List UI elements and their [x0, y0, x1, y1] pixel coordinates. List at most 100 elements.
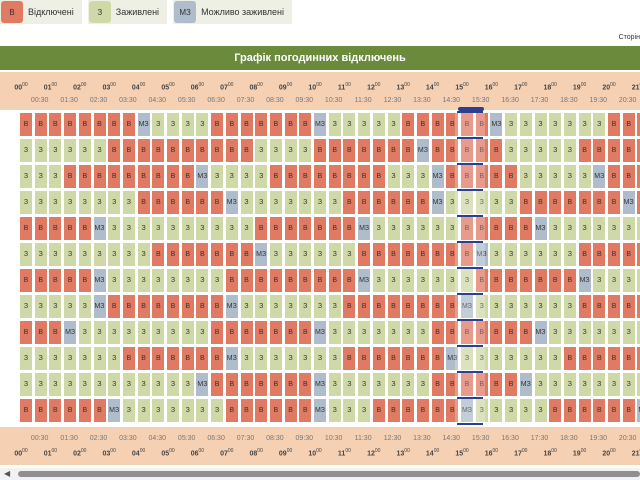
schedule-cell: В — [20, 113, 32, 136]
row-label — [0, 164, 18, 189]
half-hour-label: 07:30 — [236, 97, 255, 104]
schedule-cell: В — [431, 399, 444, 422]
schedule-cell: В — [20, 399, 32, 422]
scroll-left-arrow-icon[interactable]: ◀ — [4, 469, 11, 478]
schedule-cell: В — [402, 295, 415, 318]
schedule-cell: В — [299, 165, 312, 188]
schedule-cell: В — [446, 295, 459, 318]
schedule-cell: В — [563, 399, 576, 422]
half-hour-label: 08:30 — [266, 435, 284, 442]
schedule-cell: З — [137, 373, 150, 396]
schedule-cell: З — [269, 295, 282, 318]
schedule-cell: З — [402, 321, 415, 344]
schedule-cell: В — [416, 113, 429, 136]
schedule-cell: В — [519, 269, 532, 292]
schedule-cell: В — [431, 295, 444, 318]
schedule-cell: В — [416, 191, 429, 214]
half-hour-label: 04:30 — [148, 97, 167, 104]
schedule-cell: В — [416, 399, 429, 422]
schedule-cell: В — [416, 243, 429, 266]
schedule-cell: В — [343, 191, 356, 214]
schedule-cell: В — [519, 191, 532, 214]
schedule-cell: В — [20, 217, 32, 240]
schedule-cell: З — [196, 399, 209, 422]
schedule-cell: В — [64, 217, 77, 240]
schedule-cell: В — [167, 347, 179, 370]
schedule-cell: В — [343, 295, 356, 318]
schedule-cell: З — [49, 191, 62, 214]
half-hour-label: 12:30 — [383, 435, 402, 442]
hour-label: 0300 — [102, 82, 116, 92]
schedule-cell: В — [637, 113, 640, 136]
schedule-cell: З — [578, 373, 591, 396]
schedule-cell: В — [593, 243, 606, 266]
schedule-cell: З — [622, 217, 635, 240]
schedule-cell: В — [578, 399, 591, 422]
schedule-cell: В — [608, 243, 620, 266]
scrollbar-thumb[interactable] — [18, 471, 640, 477]
schedule-cell: З — [328, 373, 341, 396]
schedule-cell: З — [108, 347, 121, 370]
schedule-cell: З — [519, 139, 532, 162]
half-hour-label: 13:30 — [413, 97, 431, 104]
hour-label: 1900 — [572, 448, 587, 458]
half-hour-label: 03:30 — [119, 435, 137, 442]
schedule-cell: З — [167, 217, 179, 240]
schedule-cell: З — [343, 113, 356, 136]
schedule-cell: З — [181, 113, 194, 136]
half-hour-label: 16:30 — [501, 435, 519, 442]
hour-label: 0000 — [14, 82, 28, 92]
schedule-cell: З — [34, 165, 47, 188]
schedule-cell: З — [402, 269, 415, 292]
schedule-cell: В — [387, 139, 400, 162]
schedule-cell: В — [358, 295, 371, 318]
horizontal-scrollbar[interactable]: ◀ — [0, 468, 640, 480]
schedule-cell: В — [461, 139, 473, 162]
hour-label: 0700 — [220, 448, 234, 458]
schedule-cell: З — [314, 347, 326, 370]
schedule-cell: З — [93, 347, 106, 370]
schedule-cell: МЗ — [93, 217, 106, 240]
schedule-cell: В — [225, 321, 238, 344]
schedule-cell: В — [608, 113, 620, 136]
schedule-cell: В — [255, 373, 268, 396]
hour-label: 1800 — [543, 82, 557, 92]
schedule-cell: В — [343, 217, 356, 240]
schedule-cell: В — [240, 321, 253, 344]
schedule-cell: В — [34, 269, 47, 292]
half-hour-label: 06:30 — [207, 435, 225, 442]
row-label — [0, 346, 18, 371]
schedule-cell: З — [78, 191, 91, 214]
schedule-cell: В — [372, 243, 385, 266]
schedule-cell: З — [108, 191, 121, 214]
schedule-cell: В — [225, 269, 238, 292]
schedule-cell: З — [387, 217, 400, 240]
schedule-cell: З — [328, 399, 341, 422]
schedule-cell: В — [608, 399, 620, 422]
schedule-cell: В — [637, 139, 640, 162]
schedule-cell: З — [475, 347, 488, 370]
schedule-cell: МЗ — [416, 139, 429, 162]
schedule-cell: З — [196, 269, 209, 292]
schedule-cell: В — [622, 347, 635, 370]
schedule-cell: В — [622, 399, 635, 422]
schedule-cell: В — [534, 191, 547, 214]
schedule-cell: З — [34, 243, 47, 266]
schedule-cell: В — [255, 269, 268, 292]
schedule-cell: З — [475, 295, 488, 318]
schedule-cell: З — [328, 243, 341, 266]
schedule-cell: З — [328, 321, 341, 344]
schedule-cell: В — [49, 399, 62, 422]
schedule-cell: В — [372, 139, 385, 162]
schedule-cell: З — [549, 165, 562, 188]
schedule-cell: З — [211, 165, 224, 188]
schedule-cell: З — [637, 269, 640, 292]
schedule-cell: В — [122, 139, 135, 162]
current-time-line — [457, 319, 483, 321]
schedule-cell: В — [475, 165, 488, 188]
schedule-cell: З — [167, 373, 179, 396]
schedule-cell: В — [402, 347, 415, 370]
legend-label-on: Заживлені — [115, 7, 160, 17]
schedule-cell: З — [549, 321, 562, 344]
legend-chip-off: В — [1, 1, 23, 23]
